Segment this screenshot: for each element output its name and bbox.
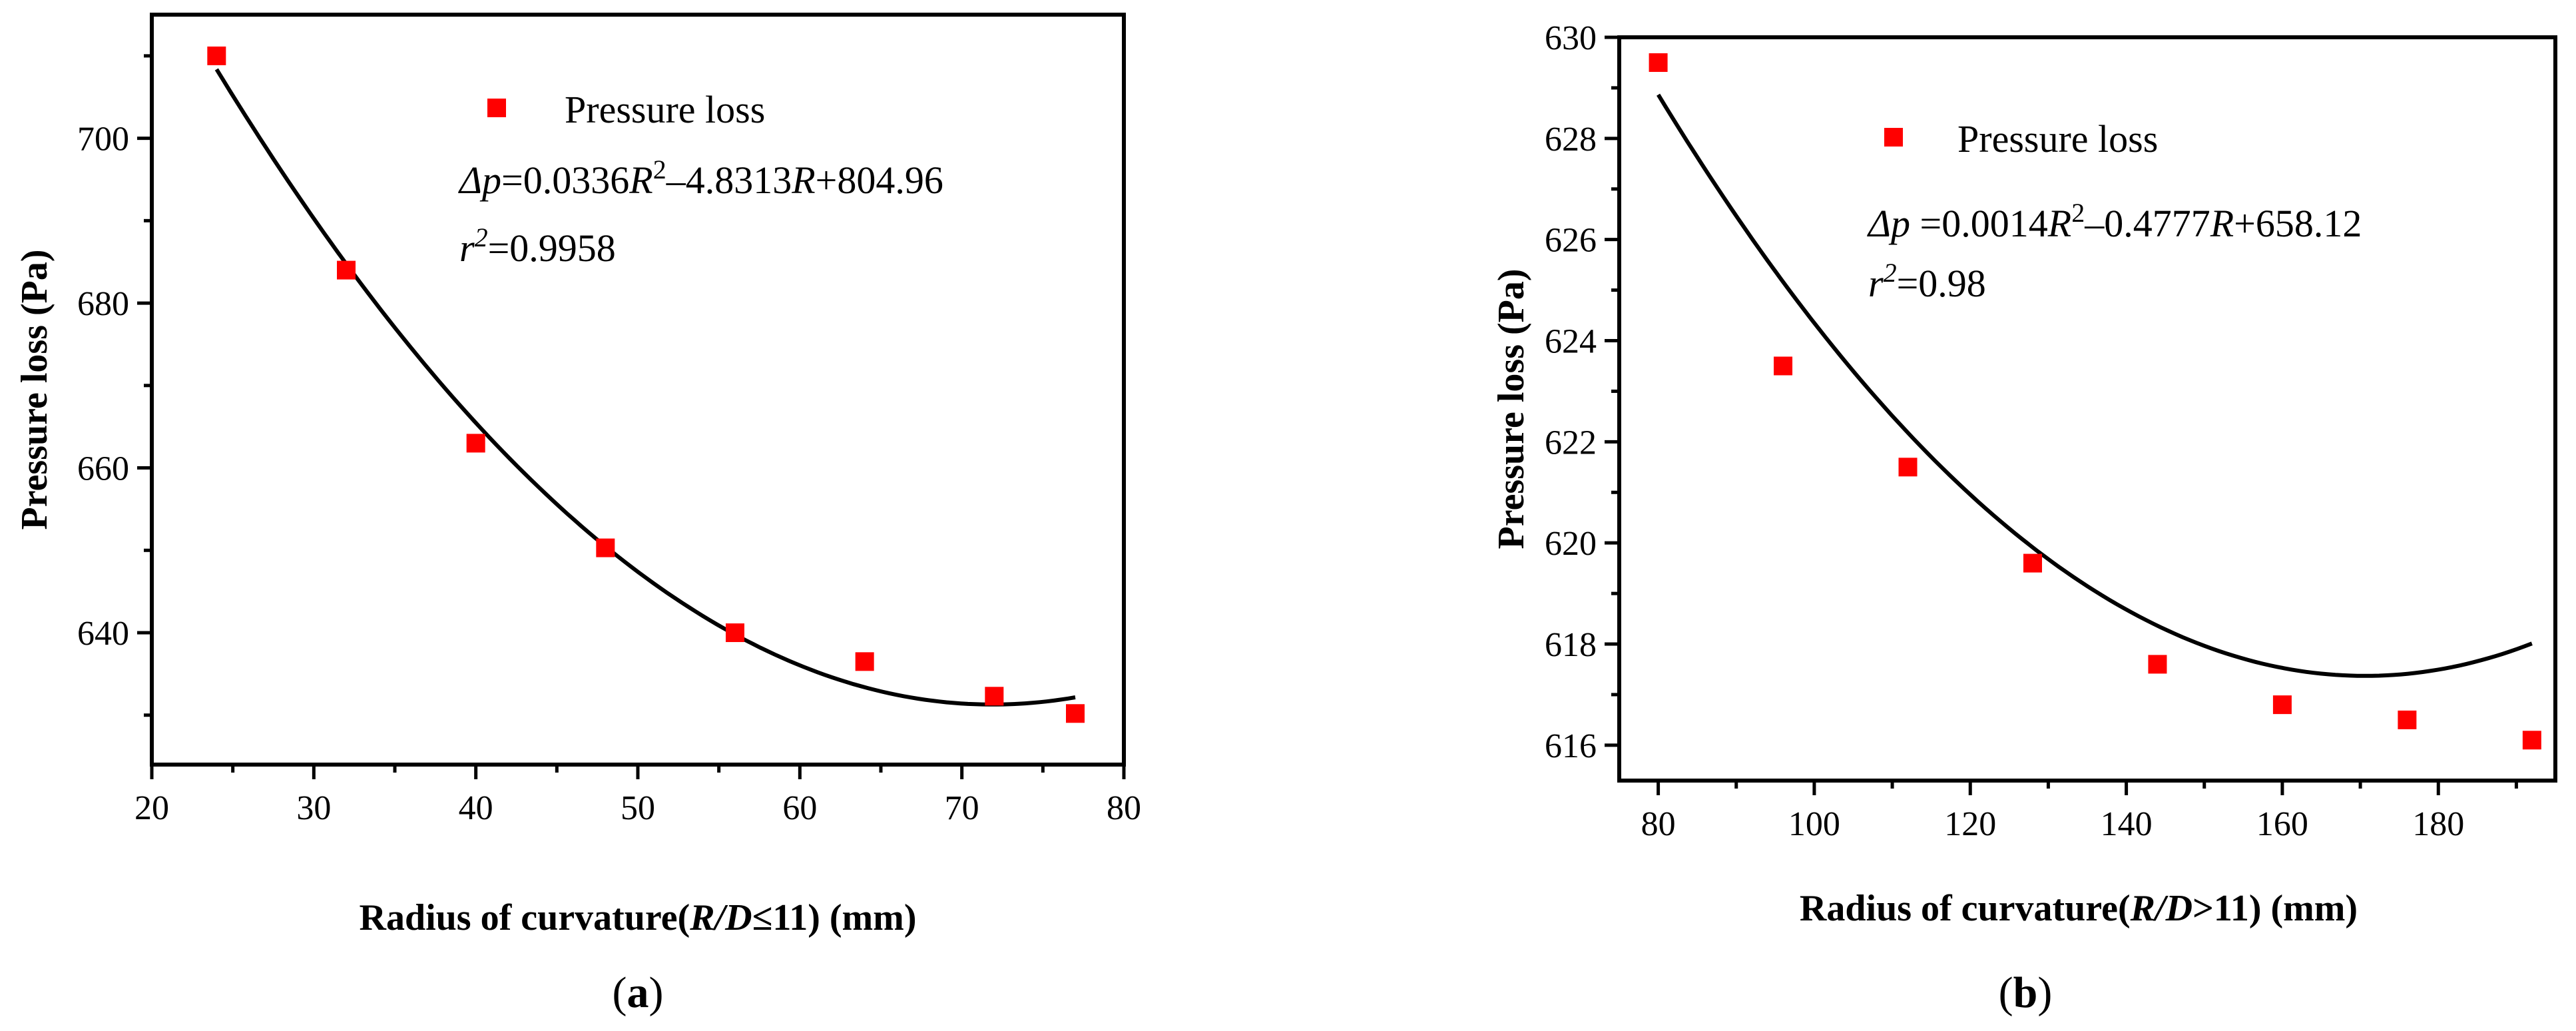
panel-label-letter: b bbox=[2013, 968, 2038, 1017]
y-tick-label: 680 bbox=[77, 285, 129, 323]
x-tick-label: 140 bbox=[2101, 805, 2153, 843]
legend-label: Pressure loss bbox=[1957, 117, 2158, 161]
x-axis-title: Radius of curvature(R/D>11) (mm) bbox=[1800, 888, 2358, 929]
panel-label-letter: a bbox=[627, 968, 649, 1017]
r-squared: r2=0.98 bbox=[1868, 258, 1986, 305]
x-tick-label: 60 bbox=[782, 789, 817, 827]
x-tick-label: 30 bbox=[296, 789, 331, 827]
equation-part: =0.0014 bbox=[1910, 202, 2048, 245]
y-tick-label: 624 bbox=[1545, 323, 1597, 361]
r-exponent: 2 bbox=[1884, 258, 1897, 288]
data-point bbox=[985, 687, 1004, 706]
x-title-text: Radius of curvature( bbox=[360, 897, 690, 938]
r-squared: r2=0.9958 bbox=[459, 222, 616, 270]
x-tick-label: 20 bbox=[134, 789, 169, 827]
data-point bbox=[726, 623, 744, 643]
legend-marker bbox=[487, 99, 506, 117]
fit-equation: Δp=0.0336R2–4.8313R+804.96 bbox=[458, 155, 943, 202]
panel-label-paren: ( bbox=[613, 968, 627, 1017]
x-title-var: R/D bbox=[2130, 888, 2192, 929]
equation-exponent: 2 bbox=[2071, 198, 2085, 228]
r-var: r bbox=[459, 226, 475, 270]
x-tick-label: 160 bbox=[2256, 805, 2308, 843]
equation-part: +804.96 bbox=[816, 159, 943, 202]
data-point bbox=[1898, 458, 1918, 477]
y-tick-label: 700 bbox=[77, 121, 129, 159]
y-axis-title: Pressure loss (Pa) bbox=[14, 250, 55, 530]
equation-exponent: 2 bbox=[653, 155, 666, 184]
r-var: r bbox=[1868, 262, 1884, 305]
legend-marker bbox=[1884, 128, 1903, 147]
r-value: =0.9958 bbox=[488, 226, 616, 270]
axis-tick-labels: 20 30 40 50 60 70 80 640 660 680 700 bbox=[77, 121, 1141, 827]
data-points bbox=[1649, 53, 2541, 750]
data-point bbox=[337, 260, 356, 280]
y-tick-label: 628 bbox=[1545, 121, 1597, 159]
x-title-var: R/D bbox=[689, 897, 752, 938]
equation-part: +658.12 bbox=[2234, 202, 2362, 245]
equation-var: R bbox=[2210, 202, 2234, 245]
y-tick-label: 640 bbox=[77, 615, 129, 653]
x-title-text: Radius of curvature( bbox=[1800, 888, 2131, 929]
y-tick-label: 622 bbox=[1545, 424, 1597, 462]
x-axis-title: Radius of curvature(R/D≤11) (mm) bbox=[360, 897, 917, 938]
axis-ticks bbox=[137, 54, 1126, 779]
r-value: =0.98 bbox=[1897, 262, 1986, 305]
equation-var: R bbox=[2047, 202, 2071, 245]
x-title-text: ≤11) (mm) bbox=[752, 897, 917, 938]
data-point bbox=[2522, 731, 2541, 750]
data-point bbox=[2272, 695, 2292, 715]
plot-area-border bbox=[1617, 35, 2557, 783]
panel-label: (b) bbox=[1999, 968, 2053, 1017]
x-tick-label: 40 bbox=[459, 789, 493, 827]
y-axis-title: Pressure loss (Pa) bbox=[1491, 269, 1532, 549]
equation-delta: Δp bbox=[458, 159, 501, 202]
r-exponent: 2 bbox=[475, 222, 488, 252]
y-tick-label: 620 bbox=[1545, 525, 1597, 563]
data-point bbox=[596, 538, 615, 557]
panel-label-paren: ) bbox=[649, 968, 664, 1017]
y-tick-label: 626 bbox=[1545, 222, 1597, 260]
data-point bbox=[1649, 53, 1668, 72]
data-point bbox=[2398, 710, 2417, 729]
x-tick-label: 80 bbox=[1641, 805, 1676, 843]
chart-panel-a: 20 30 40 50 60 70 80 640 660 680 700 Pressure loss… bbox=[14, 13, 1141, 1017]
panel-label-paren: ( bbox=[1999, 968, 2013, 1017]
panel-label-paren: ) bbox=[2037, 968, 2052, 1017]
data-point bbox=[466, 434, 485, 453]
x-tick-label: 80 bbox=[1107, 789, 1141, 827]
data-point bbox=[855, 652, 874, 671]
equation-part: –0.4777 bbox=[2084, 202, 2210, 245]
legend-label: Pressure loss bbox=[565, 88, 765, 131]
panel-label: (a) bbox=[613, 968, 664, 1017]
fit-equation: Δp =0.0014R2–0.4777R+658.12 bbox=[1867, 198, 2362, 245]
y-tick-label: 616 bbox=[1545, 727, 1597, 765]
data-points bbox=[207, 46, 1085, 723]
fit-curve bbox=[214, 68, 1076, 707]
equation-delta: Δp bbox=[1867, 202, 1910, 245]
y-tick-label: 630 bbox=[1545, 19, 1597, 57]
equation-var: R bbox=[629, 159, 652, 202]
data-point bbox=[1774, 356, 1793, 376]
x-tick-label: 50 bbox=[621, 789, 655, 827]
data-point bbox=[2148, 655, 2167, 674]
axis-ticks bbox=[1605, 35, 2518, 795]
y-tick-label: 618 bbox=[1545, 626, 1597, 664]
equation-part: =0.0336 bbox=[501, 159, 629, 202]
equation-var: R bbox=[791, 159, 815, 202]
data-point bbox=[2023, 553, 2042, 573]
equation-part: –4.8313 bbox=[666, 159, 792, 202]
x-tick-label: 180 bbox=[2412, 805, 2464, 843]
data-point bbox=[1066, 704, 1085, 723]
x-tick-label: 70 bbox=[945, 789, 979, 827]
x-tick-label: 100 bbox=[1788, 805, 1840, 843]
chart-panel-b: 80 100 120 140 160 180 616 618 620 622 624 626 628 63… bbox=[1491, 19, 2557, 1017]
x-title-text: >11) (mm) bbox=[2192, 888, 2358, 929]
fit-curve bbox=[1657, 93, 2533, 678]
axis-tick-labels: 80 100 120 140 160 180 616 618 620 622 624 626 628 63… bbox=[1545, 19, 2464, 843]
data-point bbox=[207, 46, 226, 65]
x-tick-label: 120 bbox=[1944, 805, 1996, 843]
y-tick-label: 660 bbox=[77, 450, 129, 488]
